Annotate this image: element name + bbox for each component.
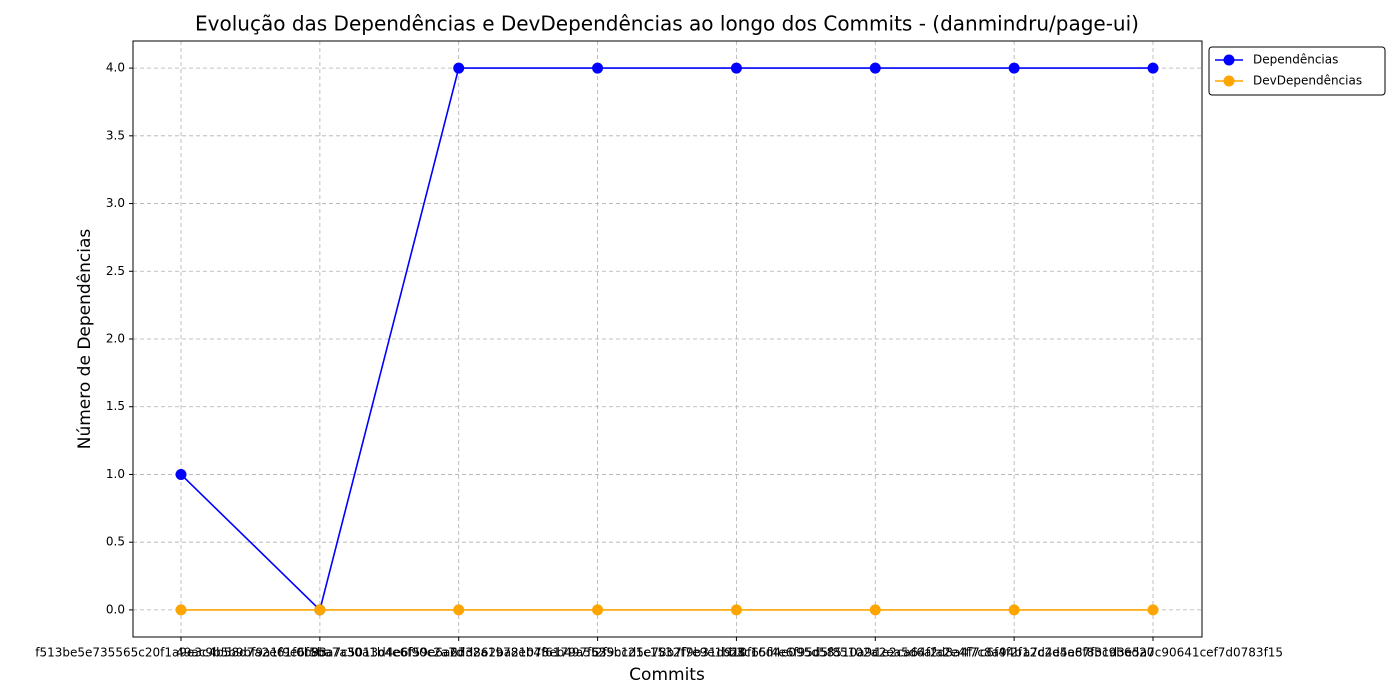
y-tick-label: 3.5: [106, 128, 125, 142]
y-tick-label: 1.5: [106, 399, 125, 413]
point: [730, 604, 742, 616]
point: [1147, 62, 1159, 74]
x-tick-label: b3c16d4e095d58510a9c2ea5d6afa2e4f7c8a94b: [729, 646, 1022, 660]
y-tick-label: 1.0: [106, 467, 125, 481]
x-tick-label: 6d32a1978eb4f6179a5525bc21c1532f7e9e1b28: [450, 646, 745, 660]
y-tick-label: 4.0: [106, 61, 125, 75]
point: [1008, 62, 1020, 74]
x-tick-label: 2f9c1d5e78b7f9b31d910f65f4e6f95d5f85102a: [595, 646, 878, 660]
point: [869, 604, 881, 616]
point: [175, 604, 187, 616]
y-tick-label: 0.0: [106, 602, 125, 616]
legend-label: Dependências: [1253, 53, 1338, 67]
plot-frame: [132, 40, 1203, 638]
point: [869, 62, 881, 74]
point: [592, 604, 604, 616]
legend-label: DevDependências: [1253, 74, 1362, 88]
point: [314, 604, 326, 616]
point: [1147, 604, 1159, 616]
point: [453, 62, 465, 74]
point: [1008, 604, 1020, 616]
x-tick-label: f513be5e735565c20f1a9e3c4b58d7a2e61f0b93: [35, 646, 326, 660]
y-axis-label: Número de Dependências: [75, 229, 95, 450]
chart-title: Evolução das Dependências e DevDependênc…: [195, 12, 1139, 36]
y-tick-label: 3.0: [106, 196, 125, 210]
point: [453, 604, 465, 616]
point: [730, 62, 742, 74]
x-axis-label: Commits: [629, 665, 705, 685]
x-tick-label: 8ba7c5013d4e6f59e6a27d862ba21078eb497f63: [311, 646, 607, 660]
y-tick-label: 2.0: [106, 332, 125, 346]
x-tick-label: 49ac9b5b9bf9a1f9e6f5ba7a30a1b4e6f90c2a7d: [176, 646, 463, 660]
x-tick-label: a7c2d4e6f8b1d3e5a7c90641cef7d0783f15: [1023, 646, 1283, 660]
y-tick-label: 2.5: [106, 264, 125, 278]
y-tick-label: 0.5: [106, 535, 125, 549]
point: [175, 468, 187, 480]
legend-marker: [1223, 75, 1235, 87]
legend-box: [1208, 46, 1386, 96]
series-line: [180, 67, 1153, 612]
x-tick-label: 1e2ca64f2d8a4f7c6f4f2f12d4e5a87f3c9b6d20: [874, 646, 1154, 660]
point: [592, 62, 604, 74]
legend-marker: [1223, 54, 1235, 66]
